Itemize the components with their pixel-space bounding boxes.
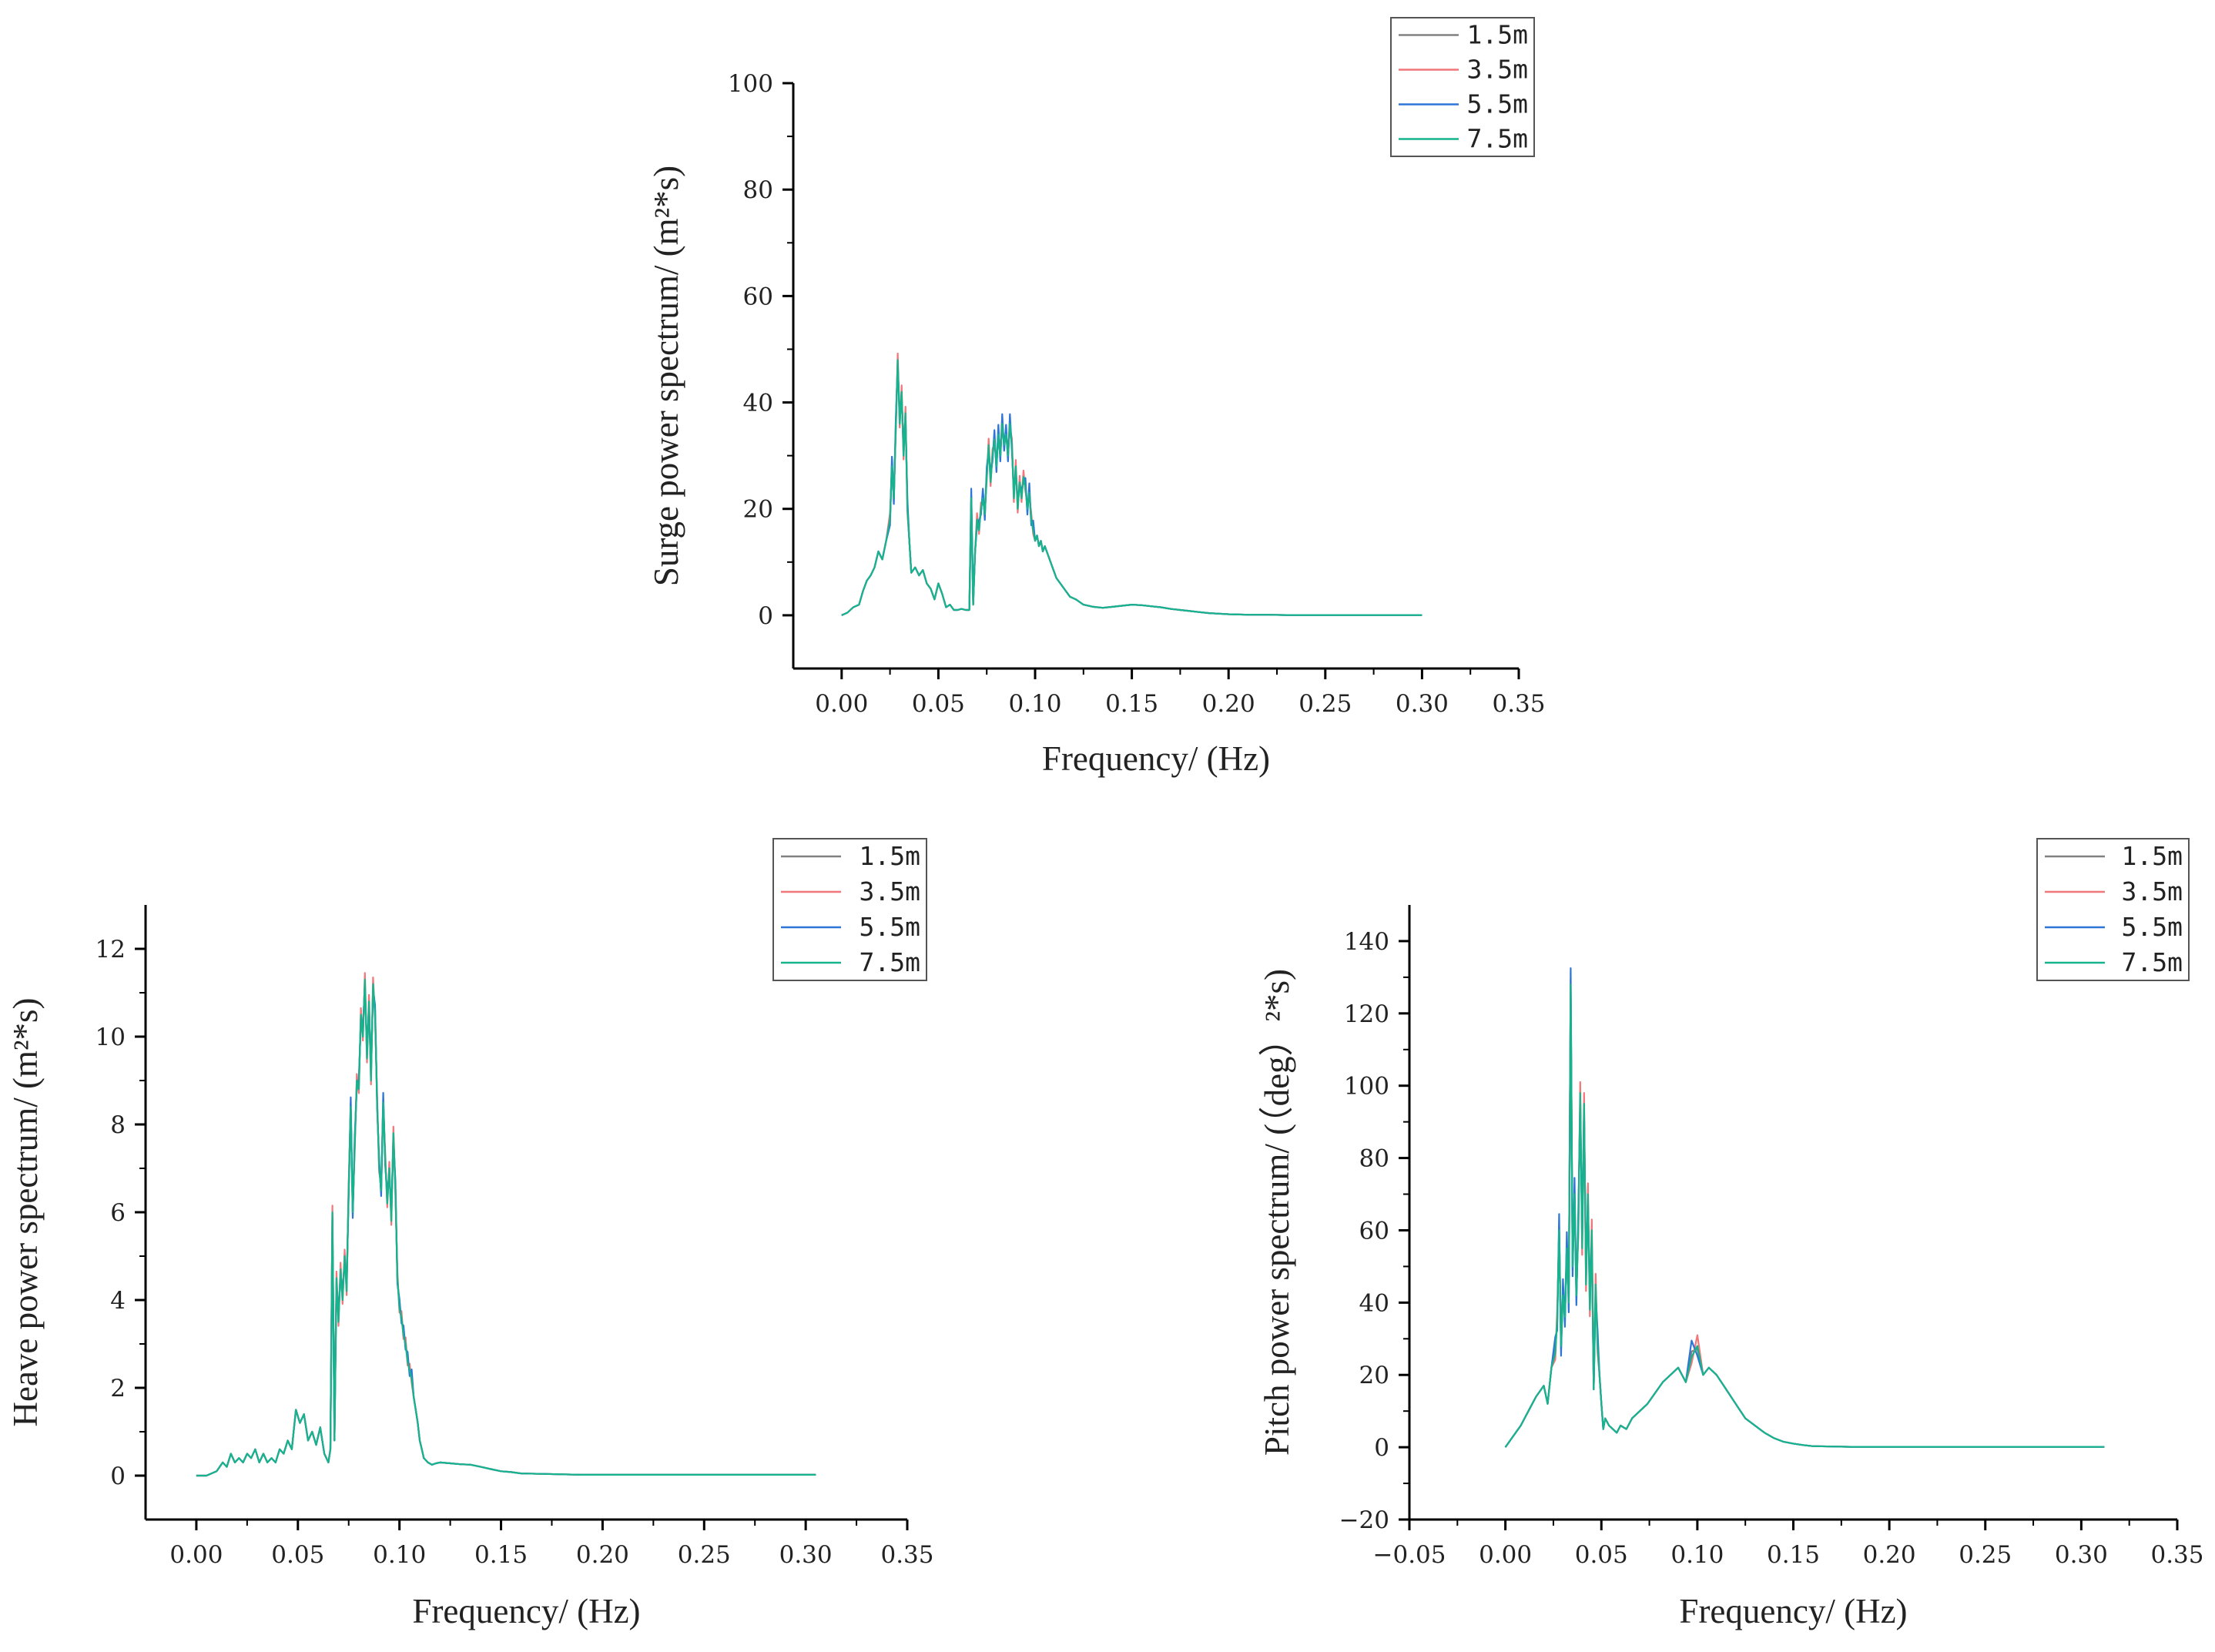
surge-series-3_5m <box>841 352 1422 616</box>
heave-y-tick-label: 10 <box>96 1024 126 1051</box>
surge-chart: 0 20 40 60 80 100 0.00 0.05 0.10 0.15 0.20 0.25 0.30… <box>647 17 1546 778</box>
surge-series-5_5m <box>841 364 1422 616</box>
pitch-series-5_5m <box>1504 967 2105 1448</box>
heave-chart: 0 2 4 6 8 10 12 0.00 0.05 0.10 0.15 0.20 0.25 0.30 0.3… <box>6 838 934 1630</box>
heave-legend: 1.5m 3.5m 5.5m 7.5m <box>772 838 927 981</box>
surge-x-tick-label: 0.05 <box>912 690 965 718</box>
pitch-legend: 1.5m 3.5m 5.5m 7.5m <box>2036 838 2190 981</box>
pitch-y-tick-label: 0 <box>1374 1434 1389 1462</box>
surge-x-tick-label: 0.25 <box>1299 690 1352 718</box>
surge-legend-label: 3.5m <box>1467 55 1528 85</box>
surge-y-tick-label: 60 <box>743 283 773 310</box>
pitch-x-tick-label: 0.20 <box>1863 1541 1916 1569</box>
pitch-x-axis-title: Frequency/ (Hz) <box>1679 1592 1907 1630</box>
pitch-y-tick-label: 60 <box>1359 1217 1389 1245</box>
pitch-x-tick-label: 0.30 <box>2055 1541 2108 1569</box>
pitch-series-3_5m <box>1504 990 2105 1448</box>
surge-y-axis-title: Surge power spectrum/ (m²*s) <box>647 166 685 586</box>
surge-legend-label: 5.5m <box>1467 89 1528 119</box>
heave-x-tick-label: 0.10 <box>373 1541 426 1569</box>
surge-x-tick-label: 0.00 <box>815 690 868 718</box>
heave-y-tick-label: 4 <box>110 1287 126 1315</box>
surge-y-tick-label: 40 <box>743 390 773 417</box>
surge-x-axis-title: Frequency/ (Hz) <box>1042 739 1270 778</box>
pitch-y-tick-label: 100 <box>1344 1073 1389 1101</box>
surge-x-tick-label: 0.30 <box>1396 690 1449 718</box>
pitch-x-tick-label: 0.00 <box>1479 1541 1532 1569</box>
heave-x-tick-label: 0.05 <box>271 1541 324 1569</box>
pitch-series-7_5m <box>1504 983 2105 1448</box>
surge-series-7_5m <box>841 359 1422 616</box>
heave-x-tick-label: 0.35 <box>880 1541 933 1569</box>
pitch-y-tick-label: 20 <box>1359 1362 1389 1389</box>
heave-legend-box <box>772 838 927 981</box>
surge-y-tick-label: 80 <box>743 176 773 204</box>
heave-x-tick-label: 0.20 <box>576 1541 629 1569</box>
pitch-legend-label: 3.5m <box>2122 876 2183 906</box>
heave-x-axis-title: Frequency/ (Hz) <box>412 1592 640 1630</box>
pitch-legend-box <box>2036 838 2190 981</box>
surge-legend: 1.5m 3.5m 5.5m 7.5m <box>1390 17 1535 157</box>
surge-y-tick-label: 0 <box>758 602 773 630</box>
heave-y-tick-label: 0 <box>110 1463 126 1490</box>
pitch-x-tick-label: 0.25 <box>1959 1541 2012 1569</box>
heave-legend-label: 3.5m <box>860 876 920 906</box>
surge-x-tick-label: 0.15 <box>1105 690 1158 718</box>
heave-y-axis-title: Heave power spectrum/ (m²*s) <box>6 997 45 1426</box>
heave-y-tick-label: 12 <box>96 936 126 963</box>
pitch-series-1_5m <box>1504 978 2105 1448</box>
pitch-y-axis-title: Pitch power spectrum/ (（deg）²*s) <box>1258 969 1296 1456</box>
heave-legend-label: 7.5m <box>860 947 920 977</box>
surge-x-tick-label: 0.20 <box>1202 690 1255 718</box>
surge-legend-label: 1.5m <box>1467 20 1528 50</box>
pitch-x-tick-label: 0.05 <box>1575 1541 1628 1569</box>
heave-series-5_5m <box>196 984 816 1477</box>
pitch-x-tick-label: 0.10 <box>1670 1541 1724 1569</box>
heave-y-tick-label: 8 <box>110 1111 126 1139</box>
surge-y-tick-label: 100 <box>728 70 773 98</box>
pitch-y-tick-label: 80 <box>1359 1145 1389 1173</box>
heave-legend-label: 1.5m <box>860 841 920 871</box>
heave-x-tick-label: 0.15 <box>474 1541 528 1569</box>
surge-series-1_5m <box>841 360 1422 616</box>
heave-series-1_5m <box>196 980 816 1477</box>
heave-legend-label: 5.5m <box>860 912 920 942</box>
pitch-y-tick-label: 40 <box>1359 1289 1389 1317</box>
surge-legend-label: 7.5m <box>1467 124 1528 154</box>
heave-y-tick-label: 2 <box>110 1375 126 1402</box>
heave-y-tick-label: 6 <box>110 1199 126 1227</box>
pitch-x-tick-label: 0.35 <box>2150 1541 2203 1569</box>
heave-x-tick-label: 0.00 <box>169 1541 223 1569</box>
heave-x-tick-label: 0.30 <box>779 1541 833 1569</box>
pitch-chart: −20 0 20 40 60 80 100 120 140 −0.05 0.00 0.05 0.10 0.… <box>1258 838 2204 1630</box>
surge-x-tick-label: 0.10 <box>1008 690 1061 718</box>
pitch-y-tick-label: 140 <box>1344 928 1389 956</box>
pitch-legend-label: 5.5m <box>2122 912 2183 942</box>
surge-x-tick-label: 0.35 <box>1492 690 1545 718</box>
heave-series-3_5m <box>196 972 816 1477</box>
pitch-y-tick-label: 120 <box>1344 1000 1389 1028</box>
pitch-x-tick-label: −0.05 <box>1373 1541 1446 1569</box>
pitch-y-tick-label: −20 <box>1339 1506 1389 1534</box>
pitch-x-tick-label: 0.15 <box>1767 1541 1820 1569</box>
pitch-legend-label: 1.5m <box>2122 841 2183 871</box>
pitch-legend-label: 7.5m <box>2122 947 2183 977</box>
surge-legend-box <box>1390 17 1535 157</box>
heave-x-tick-label: 0.25 <box>678 1541 731 1569</box>
surge-y-tick-label: 20 <box>743 496 773 524</box>
heave-series-7_5m <box>196 978 816 1477</box>
